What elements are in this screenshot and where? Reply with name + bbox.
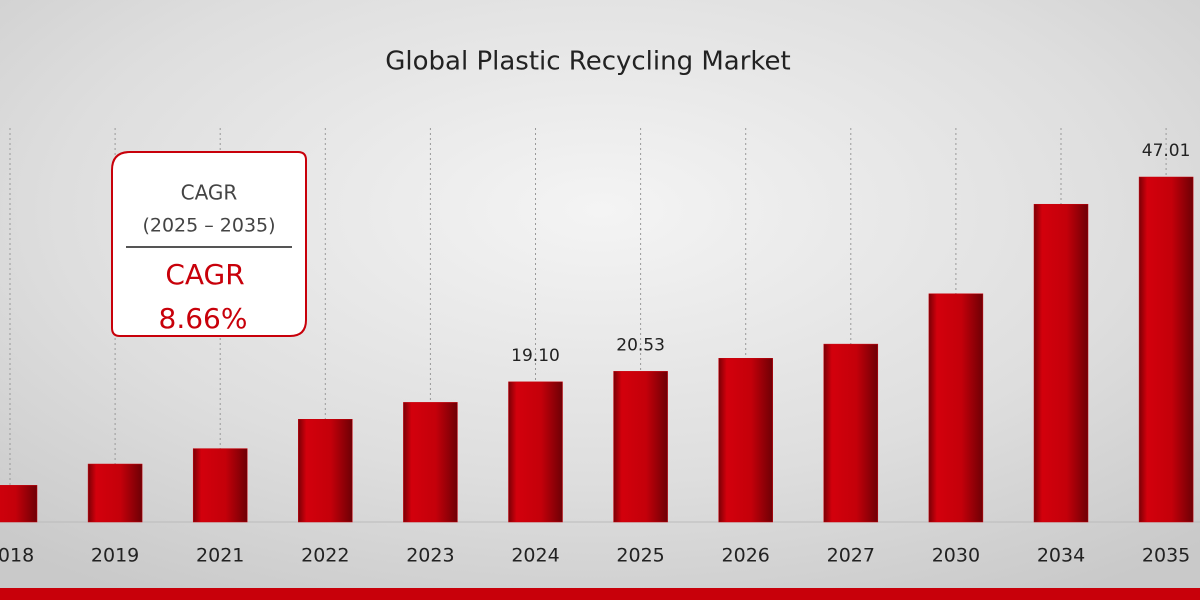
x-tick-label: 2035 xyxy=(1142,545,1190,567)
bar xyxy=(298,419,353,523)
x-tick-label: 2027 xyxy=(827,545,875,567)
bar xyxy=(928,293,984,523)
bar xyxy=(823,343,879,523)
x-tick-label: 2021 xyxy=(196,545,244,567)
value-label: 19.10 xyxy=(511,346,560,366)
bar xyxy=(613,371,668,523)
x-tick-label: 2022 xyxy=(301,545,349,567)
plot-area: 2018 2019 2021 2022 2023 2024 19.10 2025 20.53 20… xyxy=(0,128,1200,567)
x-tick-label: 2030 xyxy=(932,545,980,567)
bar xyxy=(0,485,38,523)
x-tick-label: 2019 xyxy=(91,545,139,567)
bar xyxy=(718,358,773,523)
x-tick-label: 2024 xyxy=(511,545,559,567)
x-tick-label: 2026 xyxy=(722,545,770,567)
cagr-rate: 8.66% xyxy=(159,302,248,335)
x-tick-label: 2023 xyxy=(406,545,454,567)
cagr-box-frame xyxy=(111,151,307,337)
bar xyxy=(192,448,248,523)
x-tick-label: 2025 xyxy=(616,545,664,567)
bar xyxy=(1033,203,1089,523)
bar xyxy=(87,463,143,523)
value-label: 20.53 xyxy=(616,335,665,355)
cagr-period: (2025 – 2035) xyxy=(142,215,275,237)
cagr-label: CAGR xyxy=(165,258,244,291)
value-label: 47.01 xyxy=(1142,141,1191,161)
bar xyxy=(508,381,563,523)
cagr-box: CAGR (2025 – 2035) CAGR 8.66% xyxy=(111,151,307,337)
x-tick-label: 2034 xyxy=(1037,545,1085,567)
bar xyxy=(403,402,458,523)
footer-band xyxy=(0,588,1200,600)
x-tick-label: 2018 xyxy=(0,545,34,567)
chart-title: Global Plastic Recycling Market xyxy=(385,47,791,77)
cagr-heading: CAGR xyxy=(181,181,238,205)
bar xyxy=(1138,176,1194,523)
